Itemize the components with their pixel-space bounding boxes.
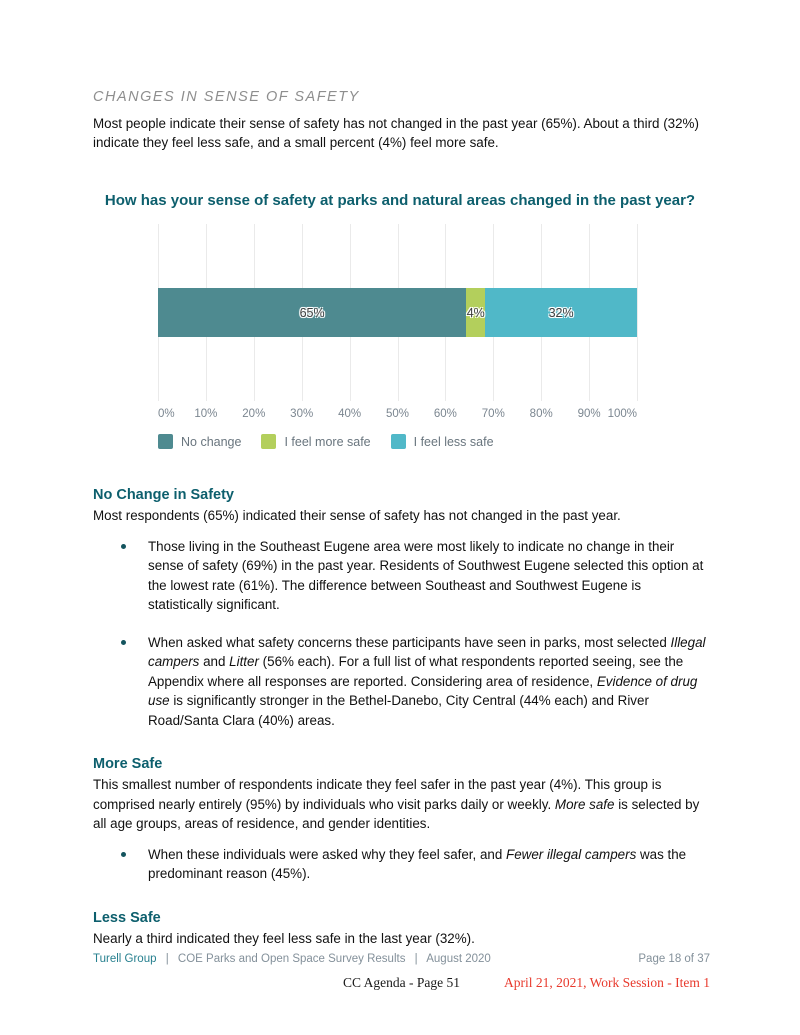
report-section-less-safe: Less Safe Nearly a third indicated they f…: [93, 910, 707, 949]
text-run: and: [199, 654, 230, 669]
chart-plot-area: 65% 4% 32%: [158, 224, 638, 401]
footer-brand: Turell Group: [93, 953, 157, 965]
bar-value-label: 65%: [299, 305, 325, 320]
x-axis-tick: 30%: [290, 408, 314, 420]
x-axis-tick: 40%: [338, 408, 362, 420]
footer-separator: |: [414, 953, 418, 965]
bar-segment-no-change: 65%: [158, 288, 467, 337]
bullet-list: When these individuals were asked why th…: [93, 845, 707, 884]
bullet-item: When these individuals were asked why th…: [121, 845, 707, 884]
text-run: is selected by all age groups, areas of …: [93, 796, 700, 832]
text-run: This smallest number of respondents indi…: [93, 777, 662, 812]
section-heading: More Safe: [93, 756, 163, 772]
report-sections: No Change in Safety Most respondents (65%…: [93, 487, 707, 948]
section-heading: Less Safe: [93, 909, 161, 926]
footer-separator: |: [165, 953, 169, 965]
agenda-stamp: CC Agenda - Page 51: [343, 975, 460, 990]
safety-change-chart: How has your sense of safety at parks an…: [93, 192, 707, 449]
footer-stamp-line: CC Agenda - Page 51 April 21, 2021, Work…: [93, 975, 710, 993]
x-axis-tick: 90%: [577, 408, 601, 420]
bullet-list: Those living in the Southeast Eugene are…: [93, 537, 707, 731]
text-run: When asked what safety concerns these pa…: [148, 634, 671, 650]
x-axis-tick: 70%: [481, 408, 505, 420]
gridline: [637, 224, 638, 401]
session-stamp: April 21, 2021, Work Session - Item 1: [503, 975, 710, 990]
section-body: Most respondents (65%) indicated their s…: [93, 506, 707, 526]
x-axis-tick: 80%: [529, 408, 553, 420]
legend-swatch: [158, 434, 173, 449]
text-run: is significantly stronger in the Bethel-…: [148, 693, 649, 728]
legend-label: I feel more safe: [284, 434, 371, 449]
x-axis-tick: 20%: [242, 408, 266, 420]
bar-value-label: 32%: [548, 305, 574, 320]
report-section-more-safe: More Safe This smallest number of respond…: [93, 756, 707, 884]
text-run: Most respondents (65%) indicated their s…: [93, 508, 621, 523]
legend-swatch: [261, 434, 277, 449]
section-kicker: CHANGES IN SENSE OF SAFETY: [93, 89, 360, 105]
footer-source: Turell Group | COE Parks and Open Space …: [93, 953, 491, 965]
text-run: Those living in the Southeast Eugene are…: [148, 538, 704, 613]
bullet-item: Those living in the Southeast Eugene are…: [121, 537, 707, 615]
page-number: Page 18 of 37: [638, 953, 710, 965]
text-run: Nearly a third indicated they feel less …: [93, 930, 475, 946]
page-content: CHANGES IN SENSE OF SAFETY Most people i…: [93, 89, 707, 948]
legend-item-no-change: No change: [158, 434, 241, 449]
italic-text: Evidence of drug use: [148, 673, 698, 709]
text-run: When these individuals were asked why th…: [148, 846, 507, 862]
x-axis-tick: 10%: [194, 408, 218, 420]
page-footer: Turell Group | COE Parks and Open Space …: [93, 953, 710, 993]
section-heading: No Change in Safety: [93, 487, 234, 503]
italic-text: Fewer illegal campers: [506, 846, 637, 862]
chart-legend: No change I feel more safe I feel less saf…: [158, 434, 707, 449]
intro-paragraph: Most people indicate their sense of safe…: [93, 116, 699, 150]
italic-text: More safe: [554, 796, 615, 812]
bullet-item: When asked what safety concerns these pa…: [121, 633, 707, 731]
legend-swatch: [390, 434, 406, 449]
text-run: was the predominant reason (45%).: [148, 846, 687, 882]
text-run: (56% each). For a full list of what resp…: [148, 654, 684, 689]
legend-item-i-feel-more-safe: I feel more safe: [261, 434, 371, 449]
stacked-bar: 65% 4% 32%: [158, 288, 637, 337]
footer-source-line: Turell Group | COE Parks and Open Space …: [93, 953, 710, 965]
footer-date: August 2020: [426, 953, 491, 965]
x-axis-tick: 50%: [385, 408, 410, 420]
italic-text: Litter: [229, 654, 259, 669]
section-body: Nearly a third indicated they feel less …: [93, 929, 707, 949]
section-body: This smallest number of respondents indi…: [93, 775, 707, 834]
italic-text: Illegal campers: [148, 634, 706, 670]
bar-value-label: 4%: [466, 305, 485, 320]
x-axis: 0% 10% 20% 30% 40% 50% 60% 70% 80% 90% 100%: [158, 408, 637, 422]
footer-doc-title: COE Parks and Open Space Survey Results: [177, 953, 406, 965]
x-axis-tick: 60%: [433, 408, 457, 420]
bar-segment-i-feel-less-safe: 32%: [485, 288, 637, 337]
x-axis-tick: 0%: [158, 408, 175, 420]
bar-segment-i-feel-more-safe: 4%: [466, 288, 486, 337]
report-section-no-change-in-safety: No Change in Safety Most respondents (65%…: [93, 487, 707, 730]
x-axis-tick: 100%: [607, 408, 637, 420]
chart-title: How has your sense of safety at parks an…: [104, 192, 696, 209]
legend-label: I feel less safe: [413, 434, 494, 449]
legend-label: No change: [181, 434, 242, 449]
legend-item-i-feel-less-safe: I feel less safe: [390, 434, 494, 449]
